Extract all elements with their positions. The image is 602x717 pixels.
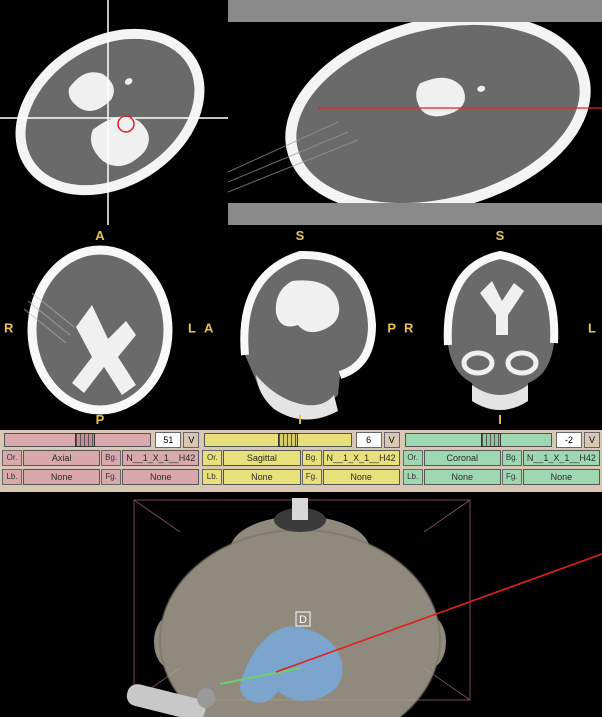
labelmap-button[interactable]: None xyxy=(23,469,100,485)
coronal-svg xyxy=(400,225,600,430)
orient-superior: S xyxy=(496,228,505,243)
sagittal-svg xyxy=(200,225,400,430)
row-orientation-bg: Or. Coronal Bg. N__1_X_1__H42 xyxy=(403,450,600,468)
axial-controls: 51 V Or. Axial Bg. N__1_X_1__H42 Lb. Non… xyxy=(2,431,199,491)
slice-slider[interactable] xyxy=(4,433,151,447)
slice-slider-thumb[interactable] xyxy=(278,433,298,447)
orient-posterior: P xyxy=(96,412,105,427)
background-volume-button[interactable]: N__1_X_1__H42 xyxy=(523,450,600,466)
slice-slider-row: -2 V xyxy=(403,431,600,449)
3d-svg: D xyxy=(0,492,602,717)
label-or: Or. xyxy=(403,450,423,466)
orient-superior: S xyxy=(296,228,305,243)
axial-panel[interactable]: A P R L xyxy=(0,225,200,430)
label-fg: Fg. xyxy=(302,469,322,485)
3d-view[interactable]: L R xyxy=(0,492,602,717)
gray-bar-bottom xyxy=(228,203,602,225)
row-orientation-bg: Or. Sagittal Bg. N__1_X_1__H42 xyxy=(202,450,399,468)
slice-slider-row: 51 V xyxy=(2,431,199,449)
orient-inferior: I xyxy=(298,412,302,427)
coronal-controls: -2 V Or. Coronal Bg. N__1_X_1__H42 Lb. N… xyxy=(403,431,600,491)
coronal-panel[interactable]: S I R L xyxy=(400,225,600,430)
slice-slider-row: 6 V xyxy=(202,431,399,449)
control-bar: 51 V Or. Axial Bg. N__1_X_1__H42 Lb. Non… xyxy=(0,430,602,492)
label-or: Or. xyxy=(202,450,222,466)
orientation-button[interactable]: Sagittal xyxy=(223,450,300,466)
slice-value[interactable]: 6 xyxy=(356,432,382,448)
row-label-fg: Lb. None Fg. None xyxy=(403,469,600,487)
top-row xyxy=(0,0,602,225)
labelmap-button[interactable]: None xyxy=(223,469,300,485)
row-orientation-bg: Or. Axial Bg. N__1_X_1__H42 xyxy=(2,450,199,468)
axial-svg xyxy=(0,225,200,430)
label-fg: Fg. xyxy=(101,469,121,485)
oblique-view-right[interactable] xyxy=(228,0,602,225)
sagittal-panel[interactable]: S I A P xyxy=(200,225,400,430)
labelmap-button[interactable]: None xyxy=(424,469,501,485)
orient-anterior: A xyxy=(204,320,213,335)
label-fg: Fg. xyxy=(502,469,522,485)
foreground-volume-button[interactable]: None xyxy=(122,469,199,485)
orientation-button[interactable]: Coronal xyxy=(424,450,501,466)
background-volume-button[interactable]: N__1_X_1__H42 xyxy=(323,450,400,466)
slice-value[interactable]: -2 xyxy=(556,432,582,448)
row-label-fg: Lb. None Fg. None xyxy=(202,469,399,487)
label-bg: Bg. xyxy=(101,450,121,466)
label-lb: Lb. xyxy=(202,469,222,485)
gray-bar-top xyxy=(228,0,602,22)
mini-label: D xyxy=(299,614,307,626)
orthogonal-row: A P R L S I A P xyxy=(0,225,602,430)
foreground-volume-button[interactable]: None xyxy=(323,469,400,485)
background-volume-button[interactable]: N__1_X_1__H42 xyxy=(122,450,199,466)
slice-slider[interactable] xyxy=(405,433,552,447)
orient-inferior: I xyxy=(498,412,502,427)
oblique-view-left[interactable] xyxy=(0,0,228,225)
foreground-volume-button[interactable]: None xyxy=(523,469,600,485)
slice-slider-thumb[interactable] xyxy=(75,433,95,447)
visibility-button[interactable]: V xyxy=(183,432,199,448)
orient-right: R xyxy=(404,320,413,335)
label-or: Or. xyxy=(2,450,22,466)
slice-slider[interactable] xyxy=(204,433,351,447)
label-bg: Bg. xyxy=(502,450,522,466)
orient-right: R xyxy=(4,320,13,335)
slice-slider-thumb[interactable] xyxy=(481,433,501,447)
ct-slice-svg xyxy=(0,0,228,225)
visibility-button[interactable]: V xyxy=(384,432,400,448)
orient-anterior: A xyxy=(95,228,104,243)
orient-left: L xyxy=(188,320,196,335)
row-label-fg: Lb. None Fg. None xyxy=(2,469,199,487)
slice-value[interactable]: 51 xyxy=(155,432,181,448)
label-bg: Bg. xyxy=(302,450,322,466)
label-lb: Lb. xyxy=(2,469,22,485)
ct-content xyxy=(228,22,602,203)
orient-left: L xyxy=(588,320,596,335)
ct-slice-svg xyxy=(228,22,602,203)
orient-posterior: P xyxy=(387,320,396,335)
visibility-button[interactable]: V xyxy=(584,432,600,448)
label-lb: Lb. xyxy=(403,469,423,485)
orientation-button[interactable]: Axial xyxy=(23,450,100,466)
sagittal-controls: 6 V Or. Sagittal Bg. N__1_X_1__H42 Lb. N… xyxy=(202,431,399,491)
